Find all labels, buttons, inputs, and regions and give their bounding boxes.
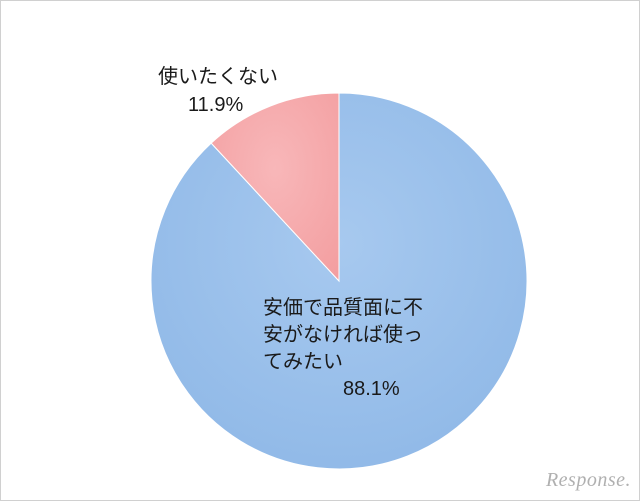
watermark-text: Response. (546, 469, 631, 492)
chart-frame: 使いたくない 11.9% 安価で品質面に不安がなければ使ってみたい 88.1% … (0, 0, 640, 501)
slice-percent-text: 11.9% (158, 91, 278, 119)
slice-label-text: 安価で品質面に不安がなければ使ってみたい (263, 297, 423, 373)
slice-label-text: 使いたくない (158, 63, 278, 91)
pie-chart (1, 1, 639, 500)
slice-label-dont-want: 使いたくない 11.9% (158, 63, 278, 119)
slice-percent-text: 88.1% (263, 376, 423, 403)
slice-label-want-to-try: 安価で品質面に不安がなければ使ってみたい 88.1% (263, 295, 423, 403)
pie-svg (1, 1, 640, 501)
